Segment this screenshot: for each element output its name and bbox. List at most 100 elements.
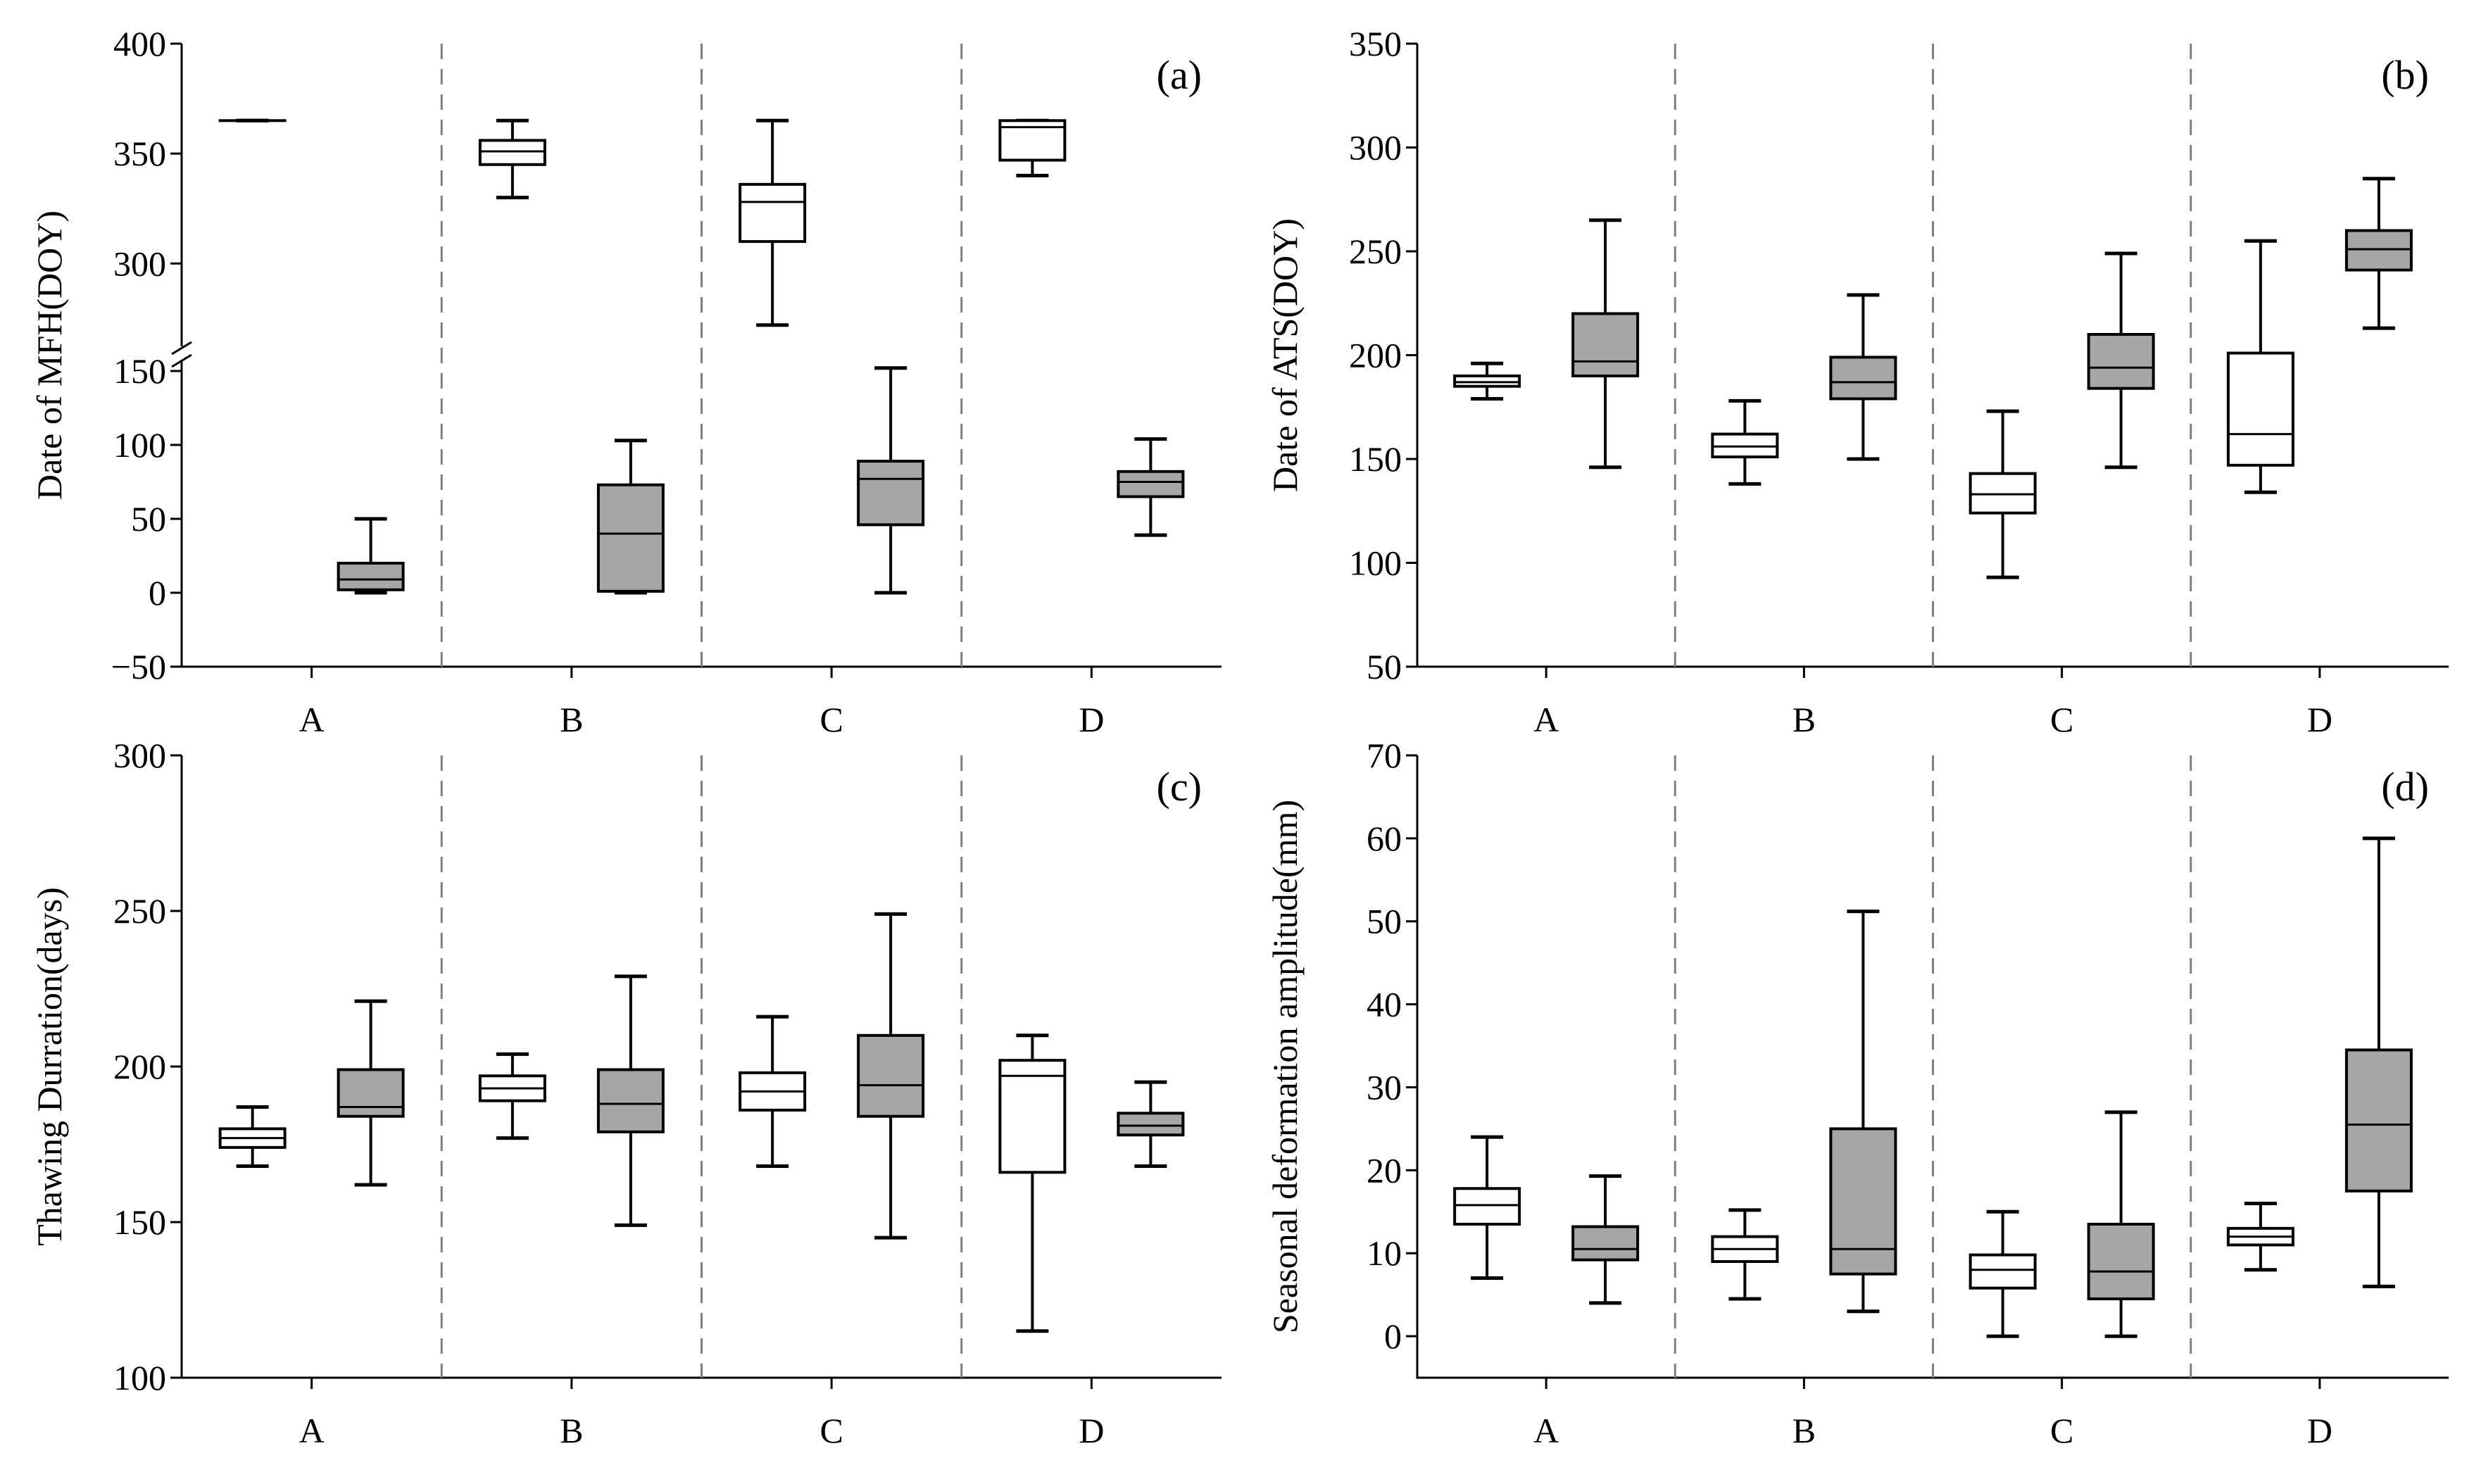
y-axis-title: Date of ATS(DOY) — [1265, 218, 1305, 492]
y-tick-label: 150 — [113, 1202, 166, 1242]
x-category-label: D — [2307, 1411, 2332, 1450]
box-iqr — [857, 460, 925, 527]
y-tick-label: 250 — [113, 891, 166, 931]
y-tick-label: 70 — [1367, 736, 1402, 775]
box-iqr — [1571, 312, 1640, 377]
box-iqr — [2087, 1222, 2155, 1301]
box-white-C — [1968, 409, 2037, 579]
box-gray-D — [2344, 177, 2413, 330]
x-category-label: C — [2050, 1411, 2073, 1450]
box-iqr — [998, 1059, 1067, 1174]
x-category-label: C — [820, 1411, 843, 1450]
y-axis-title: Date of MFH(DOY) — [30, 210, 69, 500]
y-tick-label: 150 — [113, 351, 166, 391]
box-gray-A — [337, 517, 405, 595]
y-tick-label: 10 — [1367, 1233, 1402, 1273]
y-tick-label: 0 — [1384, 1316, 1402, 1356]
box-white-A — [218, 1105, 287, 1168]
y-tick-label: 300 — [113, 736, 166, 775]
y-tick-label: 300 — [113, 244, 166, 283]
y-tick-label: 400 — [113, 24, 166, 63]
box-gray-D — [1117, 437, 1185, 537]
box-iqr — [1829, 1127, 1897, 1276]
box-white-D — [998, 1033, 1067, 1333]
panel-label: (a) — [1157, 52, 1202, 98]
box-iqr — [337, 562, 405, 591]
x-category-label: C — [2050, 700, 2073, 739]
box-white-C — [739, 118, 807, 327]
box-iqr — [1453, 1187, 1521, 1226]
y-tick-label: 100 — [113, 425, 166, 465]
box-iqr — [596, 483, 665, 593]
x-category-label: A — [299, 700, 325, 739]
box-gray-A — [1571, 218, 1640, 470]
y-tick-label: 300 — [1349, 128, 1402, 168]
box-gray-A — [337, 999, 405, 1187]
box-white-B — [1711, 1208, 1779, 1301]
box-gray-A — [1571, 1174, 1640, 1305]
box-gray-B — [596, 439, 665, 595]
box-iqr — [1117, 1112, 1185, 1137]
chart-panel-a: −50 0 50 100 150 300 350 400 Date of MFH(DOY) (a)… — [30, 24, 1222, 739]
box-iqr — [478, 139, 546, 166]
box-gray-D — [1117, 1080, 1185, 1168]
box-white-D — [998, 118, 1067, 177]
box-gray-C — [857, 912, 925, 1240]
box-gray-C — [2087, 1110, 2155, 1338]
x-category-label: A — [299, 1411, 325, 1450]
chart-panel-d: 0 10 20 30 40 50 60 70 Seasonal deformation ampl… — [1265, 736, 2449, 1450]
box-iqr — [2344, 1048, 2413, 1193]
box-iqr — [1829, 356, 1897, 401]
box-iqr — [337, 1068, 405, 1118]
x-category-label: C — [820, 700, 843, 739]
box-iqr — [1571, 1225, 1640, 1262]
chart-panel-c: 100 150 200 250 300 Thawing Durration(days) (c… — [30, 736, 1222, 1450]
axis-break-mark — [171, 341, 192, 356]
box-iqr — [596, 1068, 665, 1133]
box-white-C — [739, 1014, 807, 1168]
y-tick-label: 40 — [1367, 985, 1402, 1024]
box-white-A — [1453, 361, 1521, 401]
box-white-B — [1711, 398, 1779, 486]
y-tick-label: 50 — [1367, 647, 1402, 686]
y-tick-label: −50 — [111, 647, 166, 686]
box-gray-C — [2087, 251, 2155, 470]
box-iqr — [739, 182, 807, 244]
y-tick-label: 350 — [1349, 24, 1402, 63]
axis-break-mark — [171, 353, 192, 368]
box-white-B — [478, 1052, 546, 1140]
y-tick-label: 50 — [131, 499, 166, 539]
y-tick-label: 100 — [113, 1358, 166, 1397]
box-gray-C — [857, 366, 925, 595]
y-tick-label: 60 — [1367, 819, 1402, 858]
x-category-label: D — [2307, 700, 2332, 739]
box-white-A — [1453, 1135, 1521, 1281]
x-category-label: D — [1079, 700, 1104, 739]
panel-label: (b) — [2381, 52, 2429, 98]
box-white-C — [1968, 1209, 2037, 1338]
box-white-B — [478, 118, 546, 200]
x-category-label: B — [1792, 700, 1816, 739]
box-iqr — [2087, 333, 2155, 390]
box-gray-B — [596, 974, 665, 1227]
y-tick-label: 50 — [1367, 902, 1402, 941]
box-gray-B — [1829, 910, 1897, 1314]
x-category-label: B — [560, 700, 583, 739]
y-tick-label: 20 — [1367, 1150, 1402, 1190]
panel-label: (c) — [1157, 764, 1202, 810]
x-category-label: B — [1792, 1411, 1816, 1450]
box-iqr — [2226, 351, 2294, 467]
y-tick-label: 30 — [1367, 1067, 1402, 1107]
box-iqr — [1968, 1253, 2037, 1290]
y-axis-title: Thawing Durration(days) — [30, 887, 69, 1246]
x-category-label: D — [1079, 1411, 1104, 1450]
box-iqr — [1117, 470, 1185, 498]
box-gray-D — [2344, 836, 2413, 1288]
box-white-D — [2226, 239, 2294, 494]
y-axis-title: Seasonal deformation amplitude(mm) — [1265, 800, 1305, 1333]
x-category-label: A — [1533, 1411, 1559, 1450]
x-category-label: A — [1533, 700, 1559, 739]
y-tick-label: 250 — [1349, 232, 1402, 271]
box-iqr — [857, 1033, 925, 1118]
y-tick-label: 150 — [1349, 439, 1402, 479]
